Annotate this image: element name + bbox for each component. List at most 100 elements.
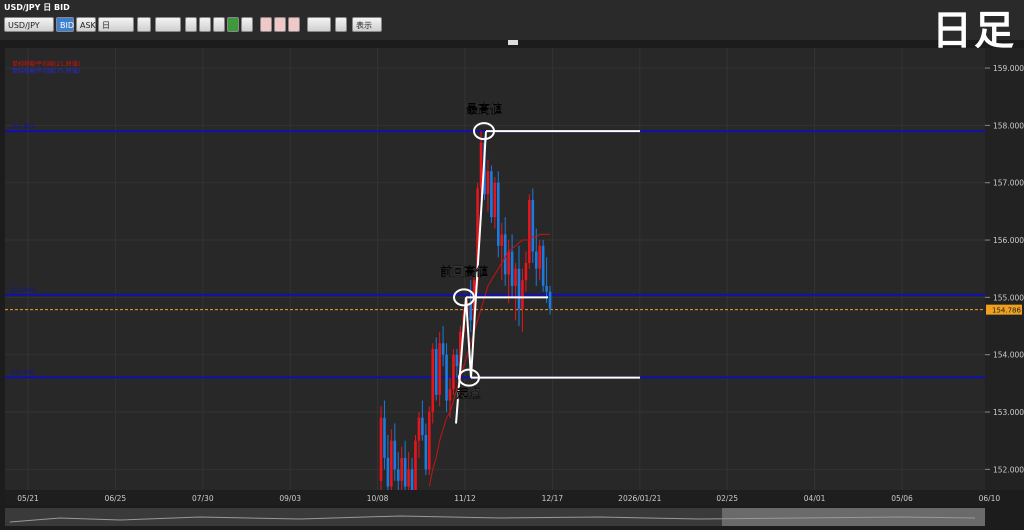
- candle-body: [497, 182, 500, 246]
- candle-body: [407, 469, 410, 487]
- candle-body: [534, 251, 538, 269]
- y-tick-label: 154.000: [993, 351, 1024, 360]
- candle-body: [441, 343, 445, 355]
- x-tick-label: 04/01: [804, 494, 826, 503]
- y-tick-label: 158.000: [993, 121, 1024, 130]
- candle-body: [383, 417, 386, 458]
- x-tick-label: 10/08: [367, 494, 389, 503]
- annotation-label: 最高値: [466, 101, 502, 116]
- candle-body: [421, 417, 424, 435]
- price-axis: [985, 48, 1024, 490]
- zoom-out[interactable]: [199, 17, 211, 32]
- icon-button[interactable]: [335, 17, 347, 32]
- candle-body: [414, 440, 417, 490]
- y-tick-label: 156.000: [993, 236, 1024, 245]
- candle-body: [445, 354, 448, 401]
- navigator-line: [9, 515, 976, 523]
- legend-label: 単純移動平均線(75,終値): [12, 67, 80, 75]
- window-title: USD/JPY 日 BID: [4, 3, 70, 12]
- candle-body: [448, 389, 452, 401]
- annotation-circle: [458, 368, 480, 387]
- candle-body: [507, 251, 510, 275]
- candle-body: [490, 171, 493, 218]
- candle-body: [517, 268, 521, 309]
- candle-body: [455, 354, 459, 367]
- chart: 152.000 153.000 154.000 155.000 156.000 157.0…: [5, 40, 1024, 526]
- candle-body: [531, 199, 535, 252]
- zoom-in[interactable]: [185, 17, 197, 32]
- y-tick-label: 159.000: [993, 64, 1024, 73]
- level-label: 155.045: [10, 287, 35, 294]
- x-tick-label: 06/25: [105, 494, 127, 503]
- overlay-text: 日足: [932, 8, 1016, 54]
- y-tick-label: 153.000: [993, 408, 1024, 417]
- icon-button[interactable]: [288, 17, 300, 32]
- toolbar: [0, 0, 1024, 40]
- candle-body: [524, 262, 528, 281]
- icon-button[interactable]: [241, 17, 253, 32]
- x-tick-label: 05/06: [891, 494, 913, 503]
- chart-type-button[interactable]: [155, 17, 181, 32]
- icon-button[interactable]: [274, 17, 286, 32]
- display-button[interactable]: 表示: [352, 17, 382, 32]
- current-price-tag: [986, 304, 1022, 315]
- x-tick-label: 07/30: [192, 494, 214, 503]
- time-axis: [5, 490, 985, 506]
- candle-body: [538, 245, 541, 269]
- y-tick-label: 157.000: [993, 179, 1024, 188]
- candle-body: [514, 268, 517, 286]
- candle-body: [393, 440, 397, 470]
- candle-body: [410, 469, 414, 490]
- candle-body: [486, 171, 490, 195]
- candle-body: [438, 343, 441, 395]
- icon-button[interactable]: [260, 17, 272, 32]
- candle-body: [500, 234, 504, 246]
- current-price-label: 154.786: [992, 307, 1021, 315]
- symbol-select[interactable]: USD/JPY: [4, 17, 54, 32]
- annotation-label: 起点: [456, 386, 481, 401]
- candle-body: [503, 234, 507, 275]
- candle-body: [431, 348, 435, 413]
- candle-body: [390, 440, 393, 487]
- candle-body: [548, 291, 552, 309]
- level-label: 153.605: [10, 369, 35, 376]
- icon-button[interactable]: [137, 17, 151, 32]
- candle-body: [528, 199, 531, 263]
- x-tick-label: 02/25: [716, 494, 738, 503]
- annotation-label: 前回高値: [440, 263, 488, 278]
- x-tick-label: 05/21: [17, 494, 39, 503]
- annotation-circle: [473, 122, 495, 141]
- candle-body: [452, 354, 455, 390]
- candle-body: [400, 457, 403, 481]
- candle-body: [386, 457, 390, 487]
- candle-body: [479, 142, 483, 189]
- y-tick-label: 152.000: [993, 465, 1024, 474]
- x-tick-label: 2026/01/21: [618, 494, 661, 503]
- ask-button[interactable]: ASK: [76, 17, 96, 32]
- candle-body: [476, 188, 479, 281]
- bid-button[interactable]: BID: [56, 17, 74, 32]
- draw-button[interactable]: [307, 17, 331, 32]
- annotation-circle: [453, 288, 475, 307]
- candle-body: [396, 469, 400, 481]
- icon-button[interactable]: [213, 17, 225, 32]
- moving-average: [428, 233, 551, 487]
- level-label: 157.897: [10, 123, 35, 130]
- candle-body: [521, 280, 524, 309]
- y-tick-label: 155.000: [993, 293, 1024, 302]
- x-tick-label: 11/12: [454, 494, 476, 503]
- candle-body: [434, 348, 438, 395]
- candle-body: [545, 285, 548, 292]
- x-tick-label: 09/03: [279, 494, 301, 503]
- icon-button[interactable]: [227, 17, 239, 32]
- candle-body: [469, 303, 472, 321]
- candle-body: [417, 417, 421, 441]
- collapse-handle[interactable]: [508, 40, 518, 45]
- period-select[interactable]: 日: [98, 17, 134, 32]
- x-tick-label: 12/17: [542, 494, 564, 503]
- legend-label: 単純移動平均線(21,終値): [12, 60, 80, 68]
- candle-body: [428, 412, 431, 470]
- annotation-zigzag: [455, 131, 487, 424]
- candle-body: [459, 331, 462, 367]
